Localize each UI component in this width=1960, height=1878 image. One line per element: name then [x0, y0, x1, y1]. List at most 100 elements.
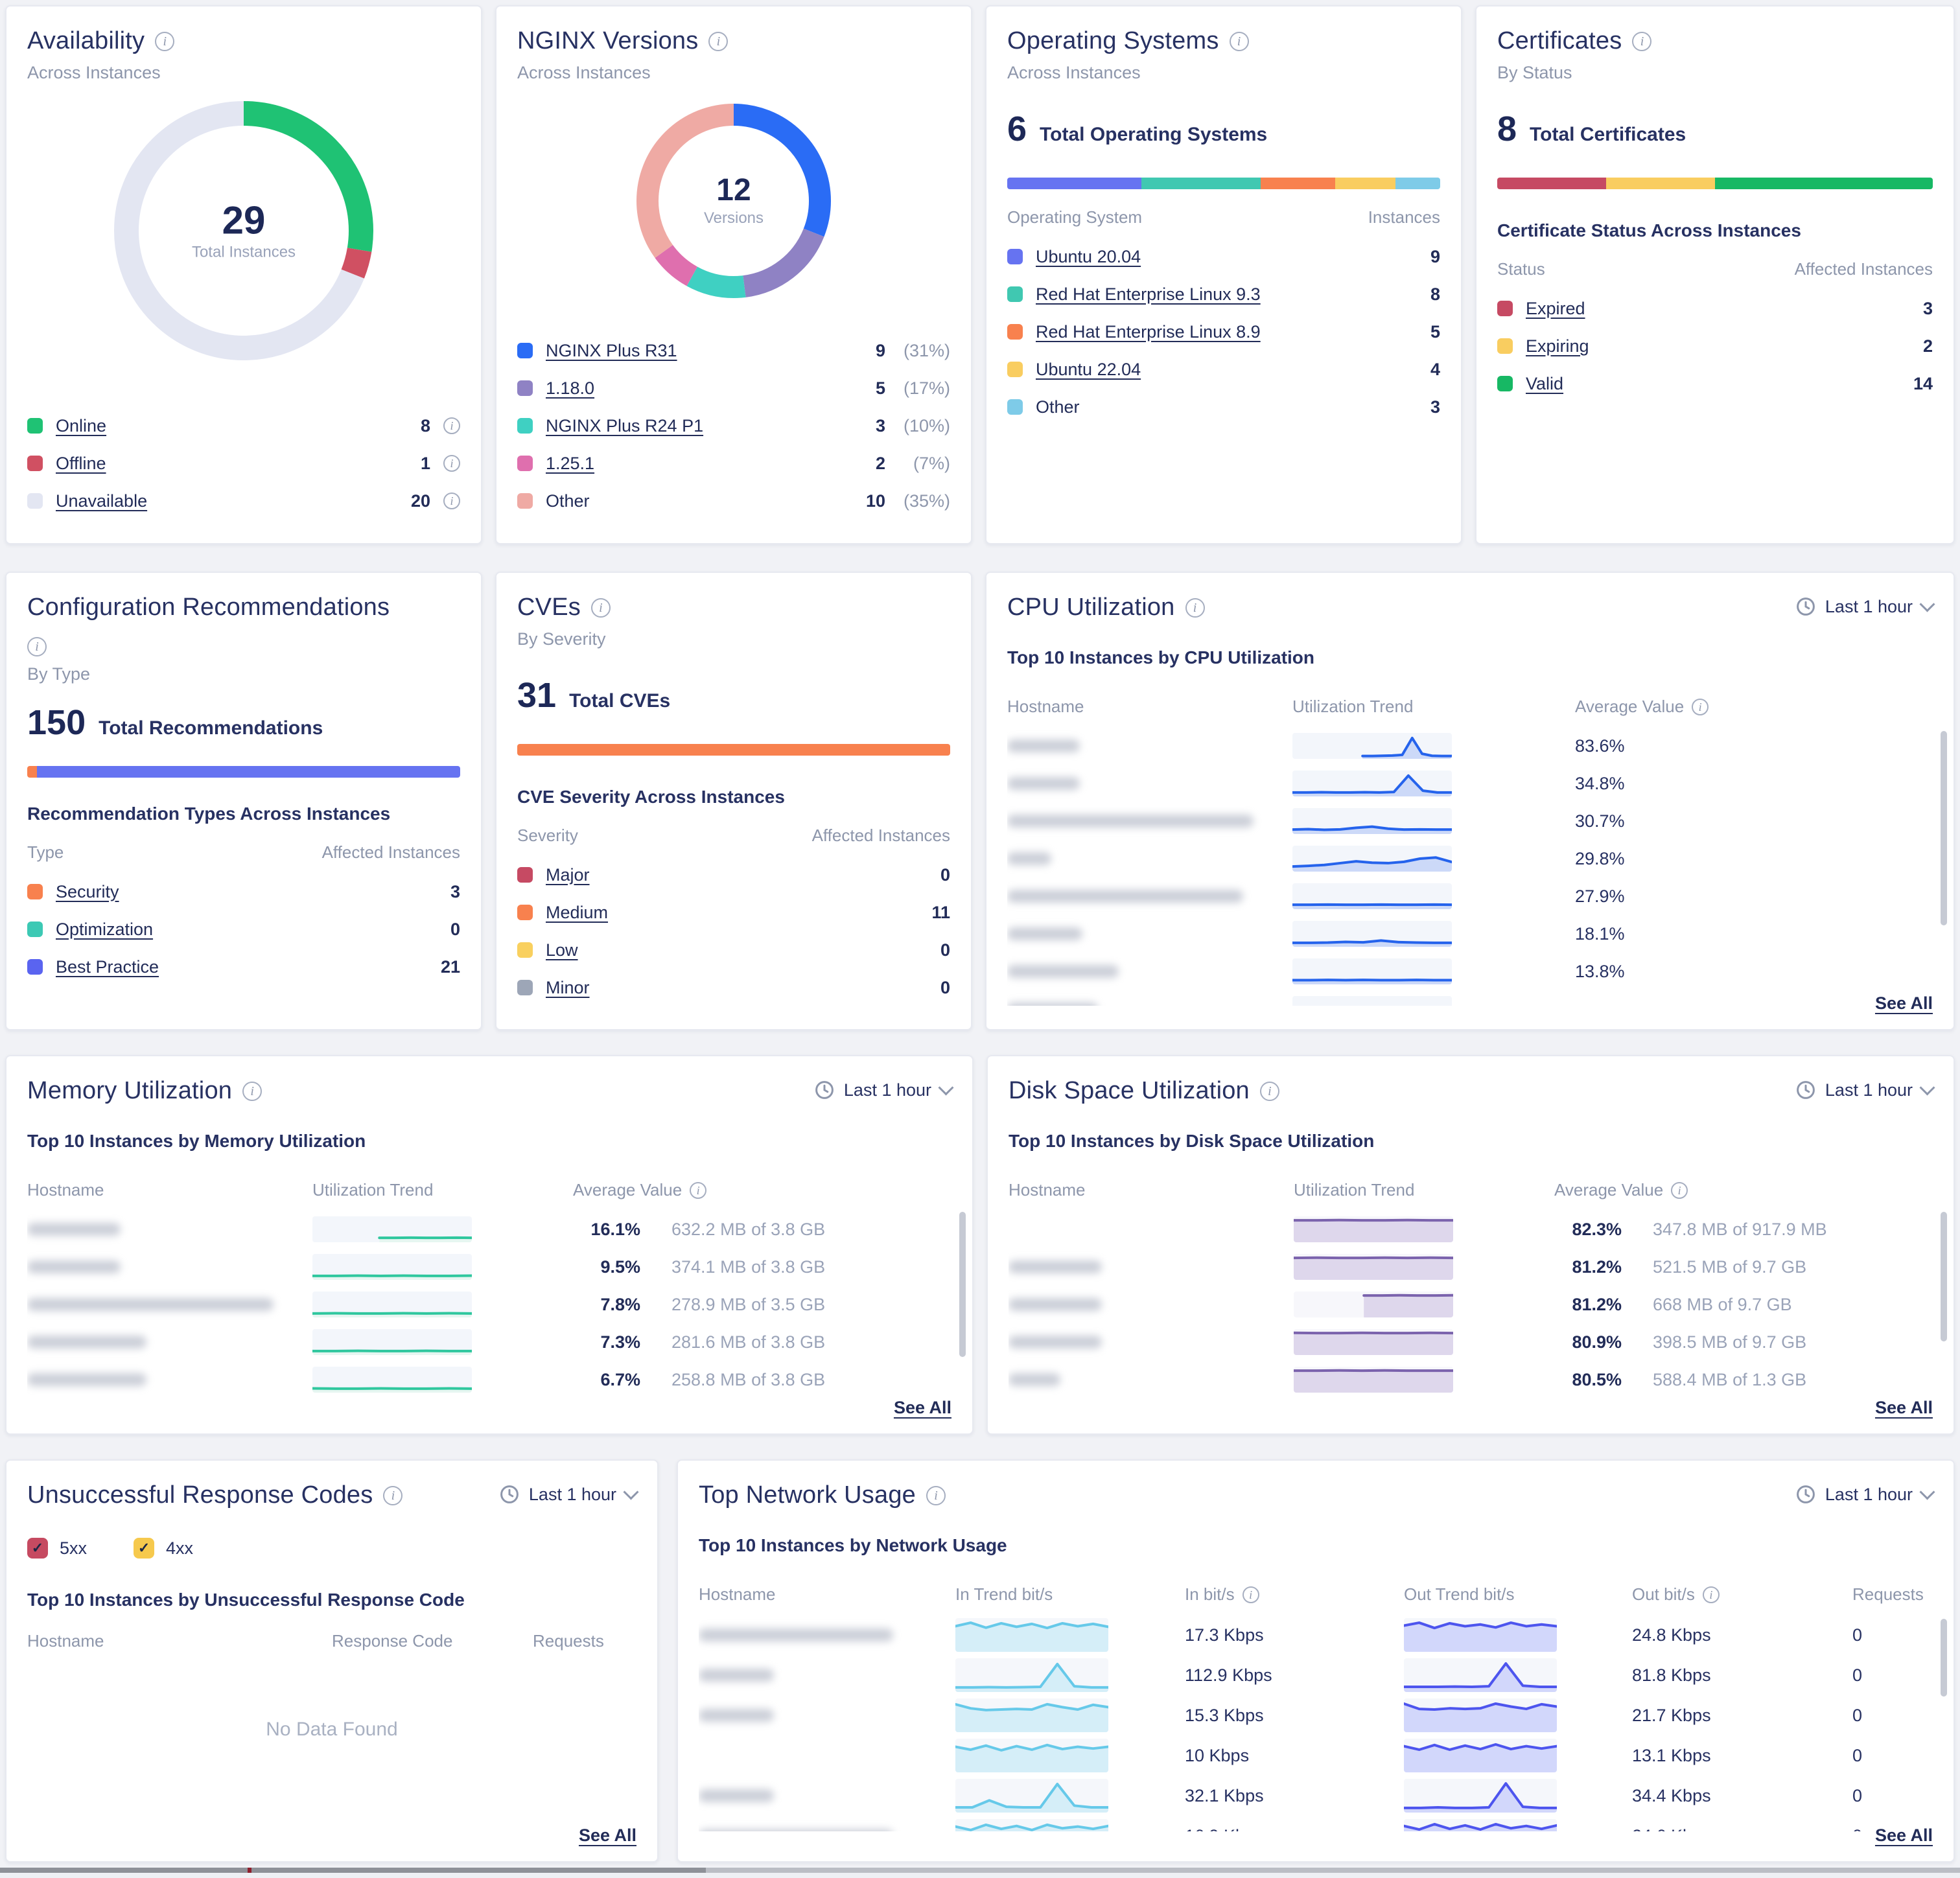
- info-icon[interactable]: i: [690, 1181, 707, 1199]
- network-see-all-link[interactable]: See All: [1864, 1820, 1933, 1848]
- info-icon[interactable]: i: [1259, 1081, 1279, 1101]
- trend-sparkline: [955, 1779, 1108, 1813]
- info-icon[interactable]: i: [383, 1485, 403, 1505]
- trend-sparkline: [1404, 1698, 1557, 1732]
- hostname-redacted: [1007, 965, 1119, 978]
- valid-link[interactable]: Valid: [1526, 373, 1564, 393]
- col-header-instances: Instances: [1368, 207, 1440, 227]
- other-link: Other: [1036, 397, 1080, 417]
- time-range-select[interactable]: Last 1 hour: [814, 1079, 954, 1100]
- col-header-severity: Severity: [517, 826, 578, 845]
- minor-link[interactable]: Minor: [546, 977, 590, 997]
- cpu-utilization-card: CPU Utilization i Last 1 hour Top 10 Ins…: [985, 572, 1955, 1030]
- col-header-average-value: Average Value i: [1575, 697, 1709, 717]
- memory-utilization-card: Memory Utilization i Last 1 hour Top 10 …: [5, 1055, 974, 1435]
- legend-count: 10: [865, 491, 885, 511]
- info-icon[interactable]: i: [443, 455, 460, 472]
- disk-scrollbar[interactable]: [1941, 1212, 1947, 1341]
- online-link[interactable]: Online: [56, 415, 107, 435]
- time-range-select[interactable]: Last 1 hour: [1795, 596, 1935, 617]
- offline-link[interactable]: Offline: [56, 453, 106, 473]
- info-icon[interactable]: i: [1229, 31, 1249, 51]
- trend-sparkline: [1292, 771, 1452, 796]
- row-summary: Availability i Across Instances 29 Total…: [5, 5, 1955, 544]
- col-header-affected-instances: Affected Instances: [321, 842, 460, 862]
- info-icon[interactable]: i: [443, 417, 460, 434]
- info-icon[interactable]: i: [155, 31, 175, 51]
- info-icon[interactable]: i: [443, 493, 460, 509]
- security-link[interactable]: Security: [56, 881, 119, 901]
- table-row-minor: Minor 0: [517, 969, 950, 1006]
- trend-cell: [1292, 846, 1452, 872]
- expiring-swatch: [1497, 338, 1513, 354]
- expired-link[interactable]: Expired: [1526, 298, 1585, 318]
- row-value: 0: [940, 977, 950, 997]
- low-swatch: [517, 942, 533, 958]
- info-icon[interactable]: i: [1632, 31, 1652, 51]
- checkbox-4xx[interactable]: ✓: [134, 1538, 155, 1559]
- trend-sparkline: [1404, 1819, 1557, 1831]
- info-icon[interactable]: i: [242, 1081, 262, 1101]
- nginx-plus-r31-link[interactable]: NGINX Plus R31: [546, 340, 677, 360]
- ubuntu-20-04-link[interactable]: Ubuntu 20.04: [1036, 246, 1141, 266]
- info-icon[interactable]: i: [1185, 597, 1205, 618]
- expiring-link[interactable]: Expiring: [1526, 336, 1589, 356]
- resp-table-headers: Hostname Response Code Requests: [27, 1631, 636, 1651]
- cpu-see-all-link[interactable]: See All: [1864, 988, 1933, 1016]
- nginx-plus-r24-p1-link[interactable]: NGINX Plus R24 P1: [546, 415, 704, 435]
- hostname-redacted: [1007, 1003, 1098, 1006]
- table-row-ubuntu-22-04: Ubuntu 22.04 4: [1007, 351, 1440, 388]
- memory-scrollbar[interactable]: [959, 1212, 966, 1357]
- info-icon[interactable]: i: [926, 1485, 946, 1505]
- 1-18-0-link[interactable]: 1.18.0: [546, 378, 595, 398]
- filter-5xx[interactable]: ✓ 5xx: [27, 1538, 87, 1559]
- red-hat-enterprise-linux-9-3-link[interactable]: Red Hat Enterprise Linux 9.3: [1036, 284, 1261, 304]
- legend-percent: (31%): [903, 340, 950, 360]
- disk-see-all-link[interactable]: See All: [1864, 1393, 1933, 1420]
- average-detail: 258.8 MB of 3.8 GB: [671, 1369, 826, 1389]
- checkbox-5xx[interactable]: ✓: [27, 1538, 48, 1559]
- red-hat-enterprise-linux-8-9-link[interactable]: Red Hat Enterprise Linux 8.9: [1036, 321, 1261, 342]
- average-percent: 7.3%: [600, 1332, 640, 1352]
- hostname-cell: [27, 1260, 312, 1273]
- time-range-select[interactable]: Last 1 hour: [1795, 1079, 1935, 1100]
- page-bottom-scrollbar[interactable]: [0, 1868, 1960, 1873]
- in-trend-cell: [955, 1658, 1108, 1692]
- memory-see-all-link[interactable]: See All: [883, 1393, 951, 1420]
- bar-segment-2: [1715, 178, 1933, 189]
- time-range-select[interactable]: Last 1 hour: [499, 1483, 639, 1505]
- low-link[interactable]: Low: [546, 940, 578, 960]
- requests-value: 0: [1852, 1625, 1863, 1645]
- resp-see-all-link[interactable]: See All: [568, 1820, 636, 1848]
- info-icon[interactable]: i: [27, 637, 47, 656]
- out-trend-cell: [1404, 1739, 1557, 1772]
- info-icon[interactable]: i: [1242, 1586, 1259, 1603]
- info-icon[interactable]: i: [1671, 1181, 1688, 1199]
- instance-row-5: 80.5% 588.4 MB of 1.3 GB: [1009, 1361, 1933, 1398]
- instance-row-4: 29.8%: [1007, 840, 1933, 877]
- operating-systems-card: Operating Systems i Across Instances 6 T…: [985, 5, 1462, 544]
- filter-4xx[interactable]: ✓ 4xx: [134, 1538, 193, 1559]
- time-range-select[interactable]: Last 1 hour: [1795, 1483, 1935, 1505]
- medium-link[interactable]: Medium: [546, 902, 609, 922]
- hostname-redacted: [1009, 1298, 1102, 1311]
- cve-table-headers: Severity Affected Instances: [517, 826, 950, 846]
- network-scrollbar[interactable]: [1941, 1619, 1947, 1697]
- cpu-scrollbar[interactable]: [1941, 731, 1947, 925]
- 1-25-1-link[interactable]: 1.25.1: [546, 453, 595, 473]
- average-percent: 83.6%: [1575, 736, 1625, 756]
- info-icon[interactable]: i: [1702, 1586, 1720, 1603]
- best-practice-link[interactable]: Best Practice: [56, 956, 159, 977]
- legend-value: 8: [420, 415, 430, 435]
- nginx-plus-r31-swatch: [517, 343, 533, 358]
- optimization-link[interactable]: Optimization: [56, 919, 154, 939]
- info-icon[interactable]: i: [1692, 698, 1709, 715]
- ubuntu-22-04-link[interactable]: Ubuntu 22.04: [1036, 359, 1141, 379]
- info-icon[interactable]: i: [590, 597, 611, 618]
- unavailable-link[interactable]: Unavailable: [56, 491, 148, 511]
- out-trend-cell: [1404, 1819, 1557, 1831]
- card-title: Top Network Usage: [699, 1481, 916, 1509]
- info-icon[interactable]: i: [708, 31, 729, 51]
- major-link[interactable]: Major: [546, 864, 590, 885]
- legend-percent: (35%): [903, 491, 950, 511]
